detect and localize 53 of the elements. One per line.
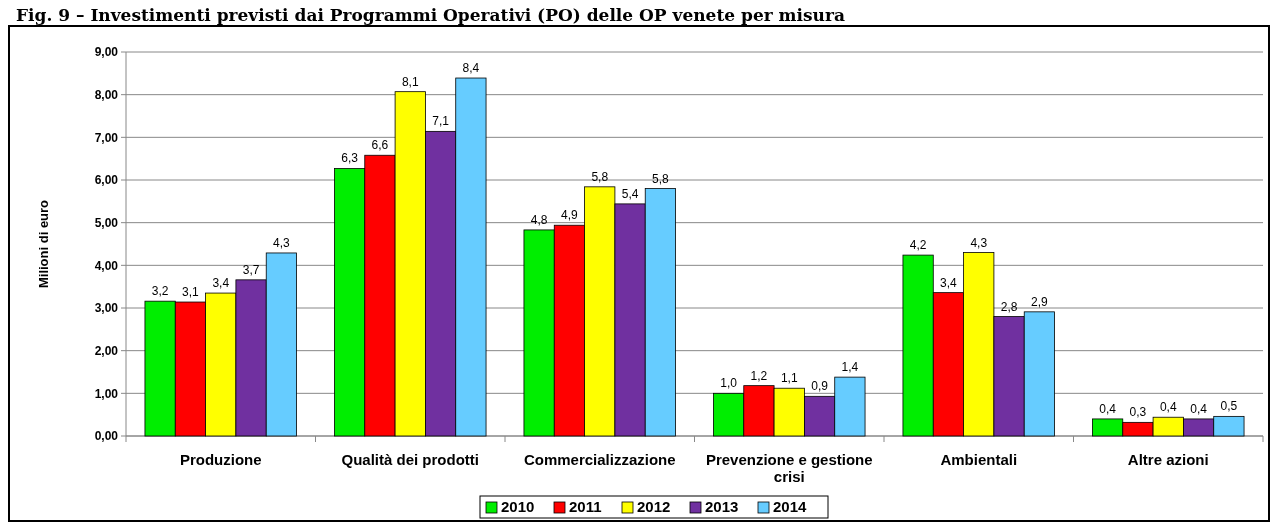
data-label: 6,3 (341, 151, 359, 166)
legend-label: 2011 (569, 498, 602, 515)
data-label: 1,1 (780, 371, 798, 386)
data-label: 8,1 (401, 74, 419, 89)
data-label: 0,4 (1190, 401, 1208, 416)
data-label: 4,3 (970, 235, 988, 250)
data-label: 5,8 (652, 171, 670, 186)
data-label: 0,5 (1220, 399, 1238, 414)
data-label: 6,6 (371, 138, 389, 153)
x-tick-label: Altre azioni (1127, 451, 1209, 468)
data-label: 3,2 (151, 284, 169, 299)
y-tick-label: 3,00 (94, 301, 119, 316)
y-tick-label: 5,00 (94, 215, 119, 230)
data-label: 2,8 (1000, 299, 1018, 314)
y-tick-label: 2,00 (94, 343, 119, 358)
x-tick-label: Commercializzazione (523, 451, 676, 468)
y-tick-label: 1,00 (94, 386, 119, 401)
data-label: 3,4 (940, 275, 958, 290)
legend-label: 2010 (501, 498, 535, 515)
y-tick-label: 4,00 (94, 258, 119, 273)
x-tick-label: Produzione (179, 451, 262, 468)
data-label: 8,4 (462, 61, 480, 76)
data-label: 4,3 (273, 235, 291, 250)
x-tick-label: Prevenzione e gestione crisi (705, 451, 873, 485)
y-axis-title: Milioni di euro (36, 199, 51, 289)
data-label: 7,1 (432, 114, 450, 129)
data-label: 4,9 (561, 208, 579, 223)
data-label: 1,0 (720, 376, 738, 391)
x-tick-label: Ambientali (940, 451, 1018, 468)
data-label: 4,8 (530, 212, 548, 227)
y-tick-label: 9,00 (94, 45, 119, 60)
y-tick-label: 6,00 (94, 173, 119, 188)
y-tick-label: 7,00 (94, 130, 119, 145)
x-tick-label: Qualità dei prodotti (341, 451, 479, 468)
y-tick-label: 8,00 (94, 87, 119, 102)
data-label: 4,2 (909, 238, 927, 253)
data-label: 3,1 (182, 285, 200, 300)
legend-label: 2013 (705, 498, 739, 515)
data-label: 0,3 (1129, 405, 1147, 420)
data-label: 0,9 (811, 379, 829, 394)
y-tick-label: 0,00 (94, 429, 119, 444)
legend-label: 2014 (773, 498, 808, 515)
data-label: 1,4 (841, 360, 859, 375)
data-label: 3,7 (242, 262, 260, 277)
data-label: 1,2 (750, 368, 768, 383)
data-label: 5,4 (621, 186, 639, 201)
data-label: 3,4 (212, 276, 230, 291)
data-label: 2,9 (1031, 294, 1049, 309)
legend-label: 2012 (637, 498, 671, 515)
data-label: 0,4 (1159, 400, 1177, 415)
data-label: 0,4 (1099, 401, 1117, 416)
chart-title: Fig. 9 – Investimenti previsti dai Programmi Operativi (PO) delle OP venete per misura (16, 5, 845, 25)
data-label: 5,8 (591, 169, 609, 184)
